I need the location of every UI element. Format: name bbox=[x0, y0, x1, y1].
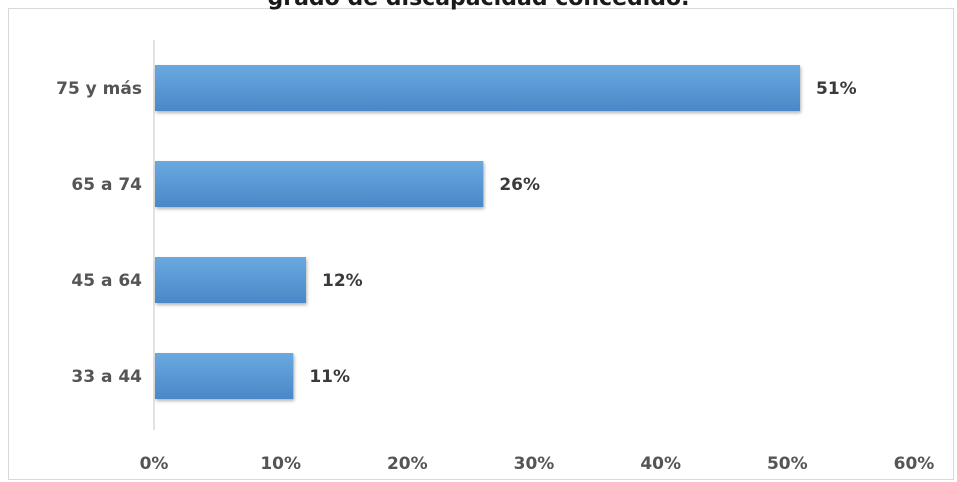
category-label-2: 45 a 64 bbox=[71, 271, 142, 291]
data-label-0: 51% bbox=[816, 79, 857, 99]
data-label-2: 12% bbox=[322, 271, 363, 291]
bar-0 bbox=[155, 65, 800, 111]
bar-3 bbox=[155, 353, 294, 399]
x-tick-label-1: 10% bbox=[260, 454, 301, 474]
x-tick-label-3: 30% bbox=[514, 454, 555, 474]
bars-group bbox=[155, 65, 800, 399]
data-label-3: 11% bbox=[309, 367, 350, 387]
x-tick-label-5: 50% bbox=[767, 454, 808, 474]
x-tick-label-0: 0% bbox=[140, 454, 169, 474]
data-label-1: 26% bbox=[499, 175, 540, 195]
x-tick-label-6: 60% bbox=[894, 454, 935, 474]
x-tick-labels: 0% 10% 20% 30% 40% 50% 60% bbox=[140, 454, 935, 474]
data-labels: 51% 26% 12% 11% bbox=[309, 79, 856, 387]
x-tick-label-2: 20% bbox=[387, 454, 428, 474]
category-label-1: 65 a 74 bbox=[71, 175, 142, 195]
chart-title: grado de discapacidad concedido. bbox=[0, 0, 957, 14]
x-tick-label-4: 40% bbox=[640, 454, 681, 474]
category-label-0: 75 y más bbox=[56, 79, 142, 99]
category-labels: 75 y más 65 a 74 45 a 64 33 a 44 bbox=[56, 79, 142, 387]
category-label-3: 33 a 44 bbox=[71, 367, 142, 387]
bar-1 bbox=[155, 161, 484, 207]
bar-2 bbox=[155, 257, 306, 303]
